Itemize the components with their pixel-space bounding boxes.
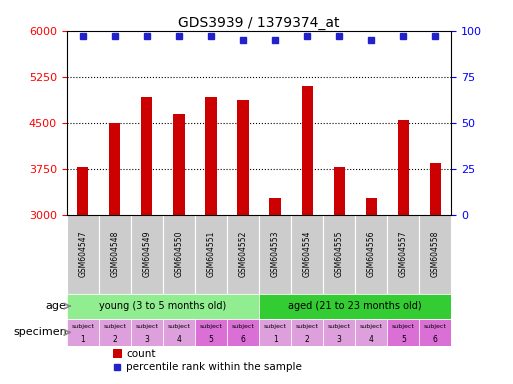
Bar: [269, 198, 281, 384]
Bar: [238, 100, 249, 384]
Title: GDS3939 / 1379374_at: GDS3939 / 1379374_at: [179, 16, 340, 30]
Text: subject: subject: [424, 324, 447, 329]
Bar: [163, 319, 195, 346]
Bar: [163, 215, 195, 294]
Bar: [173, 114, 185, 384]
Bar: [67, 319, 98, 346]
Text: 1: 1: [81, 335, 85, 344]
Text: subject: subject: [392, 324, 415, 329]
Bar: [398, 120, 409, 384]
Text: young (3 to 5 months old): young (3 to 5 months old): [99, 301, 227, 311]
Text: GSM604549: GSM604549: [142, 231, 151, 277]
Text: 4: 4: [369, 335, 374, 344]
Bar: [323, 215, 355, 294]
Text: subject: subject: [200, 324, 223, 329]
Bar: [302, 86, 313, 384]
Text: 6: 6: [241, 335, 246, 344]
Text: subject: subject: [328, 324, 351, 329]
Bar: [67, 215, 98, 294]
Text: GSM604556: GSM604556: [367, 231, 376, 277]
Bar: [259, 319, 291, 346]
Text: GSM604557: GSM604557: [399, 231, 408, 277]
Bar: [259, 294, 451, 319]
Text: aged (21 to 23 months old): aged (21 to 23 months old): [288, 301, 422, 311]
Text: GSM604551: GSM604551: [206, 231, 215, 277]
Bar: [227, 319, 259, 346]
Bar: [98, 215, 131, 294]
Text: 2: 2: [305, 335, 309, 344]
Bar: [355, 319, 387, 346]
Text: subject: subject: [103, 324, 126, 329]
Bar: [131, 319, 163, 346]
Bar: [205, 97, 216, 384]
Text: GSM604558: GSM604558: [431, 231, 440, 277]
Bar: [291, 319, 323, 346]
Bar: [259, 215, 291, 294]
Text: subject: subject: [360, 324, 383, 329]
Bar: [227, 215, 259, 294]
Text: 3: 3: [144, 335, 149, 344]
Text: specimen: specimen: [13, 328, 67, 338]
Text: 1: 1: [273, 335, 278, 344]
Text: GSM604548: GSM604548: [110, 231, 120, 277]
Text: subject: subject: [295, 324, 319, 329]
Text: GSM604550: GSM604550: [174, 231, 184, 277]
Bar: [291, 215, 323, 294]
Text: GSM604554: GSM604554: [303, 231, 312, 277]
Bar: [430, 162, 441, 384]
Bar: [77, 167, 88, 384]
Text: count: count: [126, 349, 156, 359]
Text: percentile rank within the sample: percentile rank within the sample: [126, 362, 302, 372]
Bar: [387, 319, 420, 346]
Text: 5: 5: [208, 335, 213, 344]
Bar: [323, 319, 355, 346]
Text: 3: 3: [337, 335, 342, 344]
Bar: [195, 319, 227, 346]
Bar: [366, 198, 377, 384]
Bar: [141, 97, 152, 384]
Bar: [131, 215, 163, 294]
Text: GSM604552: GSM604552: [239, 231, 248, 277]
Text: subject: subject: [264, 324, 287, 329]
Bar: [355, 215, 387, 294]
Bar: [113, 349, 123, 358]
Text: GSM604553: GSM604553: [270, 231, 280, 277]
Bar: [420, 215, 451, 294]
Bar: [333, 167, 345, 384]
Text: subject: subject: [71, 324, 94, 329]
Bar: [67, 294, 259, 319]
Text: 4: 4: [176, 335, 182, 344]
Text: subject: subject: [231, 324, 254, 329]
Bar: [195, 215, 227, 294]
Text: GSM604547: GSM604547: [78, 231, 87, 277]
Bar: [387, 215, 420, 294]
Text: subject: subject: [167, 324, 190, 329]
Bar: [109, 123, 121, 384]
Text: subject: subject: [135, 324, 159, 329]
Text: 2: 2: [112, 335, 117, 344]
Text: GSM604555: GSM604555: [334, 231, 344, 277]
Text: 5: 5: [401, 335, 406, 344]
Text: age: age: [46, 301, 67, 311]
Text: 6: 6: [433, 335, 438, 344]
Bar: [420, 319, 451, 346]
Bar: [98, 319, 131, 346]
